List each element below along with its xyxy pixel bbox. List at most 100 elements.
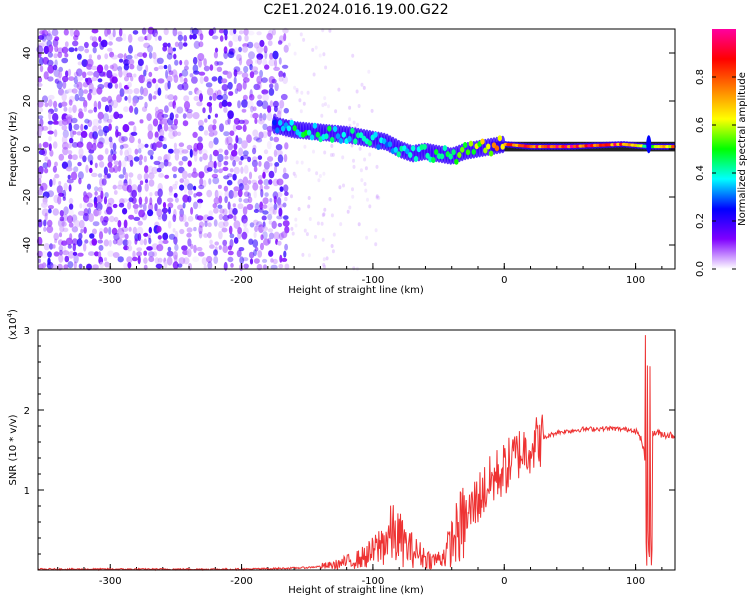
spectrogram-track-point — [350, 127, 355, 134]
spectrogram-cell — [267, 213, 273, 221]
spectrogram-cell — [233, 214, 237, 222]
spectrogram-cell — [254, 225, 259, 233]
spectrogram-cell — [65, 70, 69, 78]
spectrogram-cell — [107, 197, 115, 205]
spectrogram-cell — [87, 207, 92, 215]
spectrogram-cell — [199, 76, 204, 85]
spectrogram-cell — [137, 233, 142, 241]
spectrogram-cell — [71, 88, 78, 94]
spectrogram-cell — [164, 105, 169, 113]
spectrogram-cell — [141, 213, 148, 221]
spectrogram-cell — [156, 196, 162, 205]
spectrogram-cell — [84, 48, 90, 54]
spectrogram-cell — [189, 73, 194, 78]
spectrogram-cell — [166, 250, 174, 257]
spectrogram-cell — [37, 100, 44, 108]
spectrogram-cell — [126, 256, 133, 264]
spectrogram-cell — [272, 191, 279, 200]
spectrogram-cell — [165, 69, 169, 79]
spectrogram-cell — [154, 32, 158, 42]
spectrogram-cell — [213, 219, 218, 227]
spectrogram-cell — [264, 64, 270, 70]
spectrogram-cell — [276, 191, 283, 198]
spectrogram-cell — [88, 149, 95, 154]
spectrogram-cell — [281, 64, 289, 69]
spectrogram-cell — [117, 165, 122, 172]
spectrogram-cell — [156, 225, 162, 233]
spectrogram-cell — [151, 166, 158, 174]
spectrogram-x-axis-label: Height of straight line (km) — [288, 285, 424, 296]
spectrogram-cell — [241, 214, 248, 224]
spectrogram-cell — [178, 257, 186, 265]
spectrogram-signal-track — [271, 116, 676, 165]
spectrogram-cell — [229, 168, 234, 173]
spectrogram-cell — [273, 136, 280, 143]
spectrogram-cell — [240, 156, 244, 161]
spectrogram-cell — [198, 119, 204, 127]
spectrogram-cell — [136, 64, 143, 72]
colorbar-gradient — [712, 29, 736, 269]
spectrogram-cell — [279, 186, 284, 192]
spectrogram-cell — [247, 192, 251, 199]
spectrogram-cell — [282, 173, 290, 180]
spectrogram-cell — [83, 124, 88, 130]
spectrogram-cell — [269, 52, 274, 60]
spectrogram-track-point — [451, 149, 456, 156]
spectrogram-cell — [47, 52, 54, 58]
spectrogram-cell — [224, 34, 228, 41]
spectrogram-cell — [58, 232, 63, 238]
spectrogram-cell — [223, 220, 229, 227]
spectrogram-cell — [152, 142, 157, 151]
spectrogram-cell — [78, 111, 84, 119]
spectrogram-cell — [194, 153, 198, 162]
spectrogram-cell — [67, 68, 72, 77]
spectrogram-cell — [274, 59, 278, 68]
spectrogram-cell — [47, 120, 54, 125]
spectrogram-cell — [73, 71, 79, 77]
spectrogram-cell — [237, 100, 241, 109]
spectrogram-cell — [209, 239, 213, 245]
spectrogram-cell — [58, 66, 63, 73]
spectrogram-cell — [294, 174, 298, 179]
spectrogram-cell — [44, 156, 49, 162]
spectrogram-cell — [134, 107, 139, 115]
spectrogram-cell — [84, 118, 90, 124]
spectrogram-cell — [173, 95, 178, 101]
spectrogram-cell — [233, 186, 240, 192]
spectrogram-cell — [57, 218, 65, 228]
spectrogram-cell — [283, 154, 288, 163]
spectrogram-cell — [124, 96, 128, 101]
y-tick-label: 40 — [22, 47, 33, 60]
spectrogram-cell — [192, 112, 200, 120]
spectrogram-cell — [261, 100, 269, 110]
spectrogram-cell — [198, 225, 203, 235]
spectrogram-cell — [198, 59, 202, 68]
spectrogram-cell — [268, 170, 275, 179]
spectrogram-cell — [179, 214, 184, 222]
spectrogram-cell — [157, 87, 162, 96]
spectrogram-cell — [159, 128, 165, 138]
x-tick-label: -200 — [230, 275, 253, 286]
spectrogram-cell — [253, 231, 257, 239]
spectrogram-cell — [262, 197, 269, 205]
spectrogram-cell — [227, 250, 234, 256]
spectrogram-cell — [233, 28, 237, 35]
spectrogram-cell — [62, 80, 67, 89]
spectrogram-cell — [254, 202, 260, 211]
spectrogram-cell — [132, 30, 139, 35]
spectrogram-cell — [198, 125, 204, 132]
spectrogram-cell — [37, 76, 43, 83]
spectrogram-cell — [122, 124, 130, 133]
spectrogram-cell — [69, 137, 74, 144]
spectrogram-cell — [149, 192, 153, 197]
spectrogram-cell — [38, 165, 44, 175]
spectrogram-cell — [368, 152, 372, 157]
spectrogram-cell — [82, 213, 90, 222]
spectrogram-cell — [107, 95, 113, 104]
spectrogram-cell — [63, 106, 68, 112]
spectrogram-cell — [179, 178, 185, 184]
spectrogram-cell — [158, 35, 162, 41]
spectrogram-cell — [182, 120, 189, 127]
spectrogram-cell — [203, 179, 207, 188]
colorbar-ticks: 0.0 0.2 0.4 0.6 0.8 — [695, 69, 736, 277]
